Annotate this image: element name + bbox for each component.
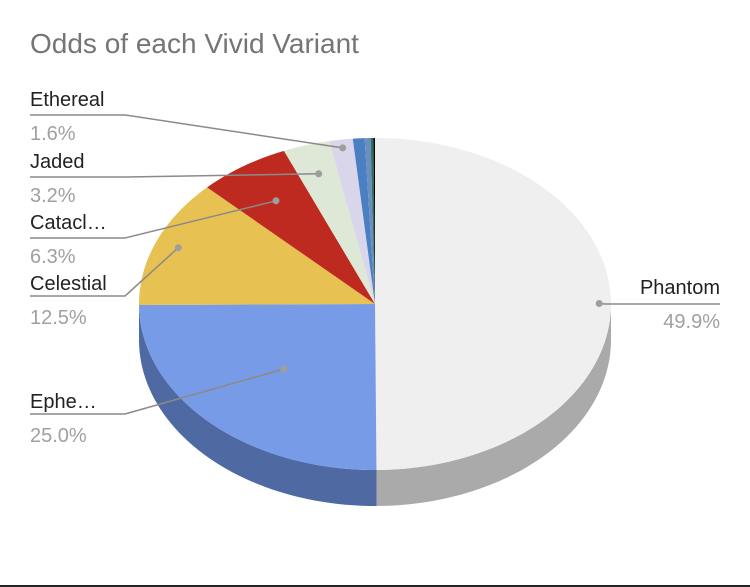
leader-dot-jaded xyxy=(315,170,323,178)
slice-value-jaded: 3.2% xyxy=(30,185,76,207)
slice-label-ephe: Ephe… xyxy=(30,391,97,413)
pie-slice-ephe xyxy=(139,304,377,470)
slice-label-phantom: Phantom xyxy=(640,277,720,299)
bottom-rule xyxy=(0,585,750,587)
leader-dot-ephe xyxy=(280,365,288,373)
leader-dot-celestial xyxy=(174,244,182,252)
pie-slice-jaded xyxy=(284,141,375,304)
slice-value-ethereal: 1.6% xyxy=(30,123,76,145)
chart-title: Odds of each Vivid Variant xyxy=(30,28,359,59)
slice-value-celestial: 12.5% xyxy=(30,307,87,329)
slice-label-ethereal: Ethereal xyxy=(30,89,105,111)
leader-line-celestial xyxy=(30,247,179,297)
leader-dot-ethereal xyxy=(339,144,347,152)
pie-side-phantom xyxy=(376,304,611,506)
leader-line-phantom xyxy=(599,302,720,305)
pie-side-walls xyxy=(139,304,611,506)
leader-line-ethereal xyxy=(30,114,343,149)
pie-side-ephe xyxy=(139,305,377,506)
slice-label-celestial: Celestial xyxy=(30,273,107,295)
leader-dot-phantom xyxy=(595,300,603,307)
pie-slice-phantom xyxy=(375,138,611,470)
pie-slice-minor-6 xyxy=(352,138,375,304)
leader-line-catacl xyxy=(30,200,277,239)
slice-label-catacl: Catacl… xyxy=(30,212,107,234)
pie-labels: Phantom 49.9% Ephe… 25.0% Celestial 12.5% Cata… xyxy=(30,89,720,447)
slice-value-catacl: 6.3% xyxy=(30,246,76,268)
pie-top xyxy=(139,138,611,470)
leader-line-jaded xyxy=(30,173,319,178)
pie-slice-celestial xyxy=(139,187,375,306)
pie-slice-minor-9 xyxy=(373,138,375,304)
leader-line-ephe xyxy=(30,368,285,415)
pie-slice-minor-7 xyxy=(364,138,375,304)
leader-dot-catacl xyxy=(272,197,280,205)
pie-slice-minor-8 xyxy=(370,138,375,304)
slice-value-ephe: 25.0% xyxy=(30,425,87,447)
slice-label-jaded: Jaded xyxy=(30,151,85,173)
slice-value-phantom: 49.9% xyxy=(663,311,720,333)
pie-slice-ethereal xyxy=(329,138,375,304)
pie-slice-catacl xyxy=(207,150,375,304)
